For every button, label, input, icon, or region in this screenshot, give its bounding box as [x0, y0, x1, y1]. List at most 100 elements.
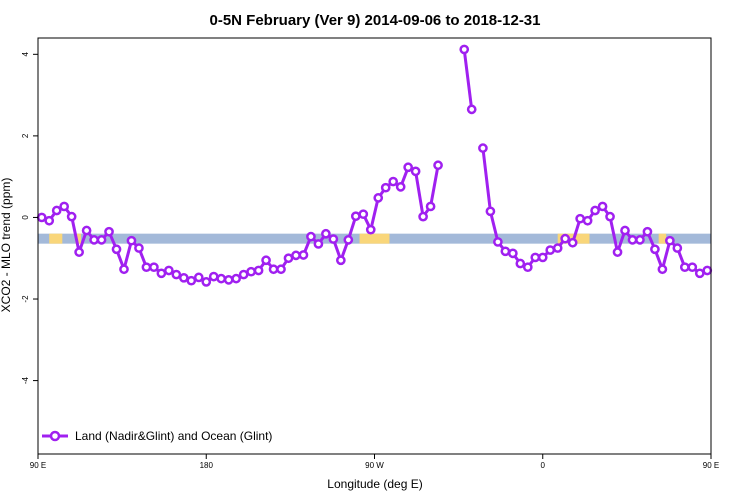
x-tick-label: 0 — [541, 461, 546, 470]
data-point — [466, 104, 477, 115]
data-point — [216, 273, 227, 284]
data-point — [478, 143, 488, 153]
data-point — [156, 268, 167, 279]
data-point — [81, 225, 92, 236]
data-point — [268, 264, 279, 275]
data-point — [567, 237, 578, 248]
y-tick-label: 4 — [21, 52, 30, 57]
data-point — [425, 201, 436, 212]
data-point — [373, 193, 384, 203]
data-point — [96, 235, 107, 245]
surface-type-band — [38, 233, 711, 244]
data-point — [134, 243, 144, 253]
data-point — [582, 215, 593, 226]
series-points-layer — [36, 44, 713, 287]
land-band-segment — [658, 233, 667, 244]
data-point — [306, 231, 316, 242]
data-point — [410, 166, 421, 177]
data-point — [665, 235, 675, 246]
data-point — [672, 243, 683, 253]
data-point — [164, 265, 174, 276]
legend-marker-swatch — [49, 430, 61, 442]
data-point — [545, 245, 556, 255]
data-point — [298, 250, 309, 260]
data-point — [253, 265, 264, 276]
data-point — [276, 264, 286, 275]
data-point — [246, 266, 256, 277]
data-point — [231, 273, 242, 284]
data-point — [575, 213, 585, 224]
data-point — [612, 247, 623, 257]
data-point — [552, 243, 563, 253]
data-point — [171, 269, 182, 280]
legend: Land (Nadir&Glint) and Ocean (Glint) — [42, 429, 272, 443]
data-point — [388, 176, 399, 187]
data-point — [126, 235, 137, 246]
chart-title: 0-5N February (Ver 9) 2014-09-06 to 2018… — [209, 12, 540, 29]
data-point — [59, 201, 70, 212]
data-point — [178, 272, 189, 283]
data-point — [119, 264, 129, 275]
data-point — [418, 211, 428, 222]
data-point — [485, 206, 496, 217]
data-point — [111, 244, 122, 255]
data-point — [350, 211, 361, 222]
data-point — [433, 160, 443, 171]
data-point — [365, 224, 376, 235]
data-point — [89, 235, 99, 245]
data-point — [223, 275, 234, 285]
data-point — [343, 235, 354, 245]
data-point — [493, 237, 503, 247]
x-tick-label: 90 W — [365, 461, 384, 470]
data-point — [44, 215, 55, 226]
data-point — [635, 235, 645, 245]
data-point — [321, 228, 331, 239]
y-axis-label: XCO2 - MLO trend (ppm) — [0, 178, 13, 313]
data-point — [74, 247, 84, 257]
data-point — [627, 235, 638, 245]
data-point — [642, 226, 653, 237]
data-point — [395, 182, 406, 192]
data-point — [141, 262, 152, 273]
data-point — [507, 248, 518, 259]
data-point — [193, 272, 204, 283]
data-point — [403, 162, 413, 173]
data-point — [702, 265, 713, 276]
y-axis-ticks: -4 -2 0 2 4 — [21, 52, 38, 384]
x-tick-label: 90 E — [703, 461, 719, 470]
data-point — [657, 264, 668, 275]
data-point — [261, 255, 271, 266]
data-point — [201, 277, 212, 287]
data-point — [605, 211, 615, 222]
y-tick-label: -4 — [21, 376, 30, 384]
data-point — [208, 271, 219, 282]
x-tick-label: 90 E — [30, 461, 46, 470]
data-point — [336, 255, 346, 266]
data-point — [694, 268, 705, 279]
data-point — [522, 262, 533, 273]
land-band-segment — [75, 233, 81, 244]
data-point — [313, 239, 324, 249]
y-tick-label: 0 — [21, 215, 30, 220]
data-point — [186, 275, 197, 286]
x-axis-label: Longitude (deg E) — [327, 477, 422, 491]
data-point — [459, 44, 470, 55]
data-point — [687, 262, 698, 273]
x-tick-label: 180 — [200, 461, 214, 470]
data-point — [537, 252, 548, 263]
data-point — [560, 233, 571, 244]
data-point — [283, 253, 294, 264]
data-point — [597, 201, 608, 212]
data-point — [500, 246, 511, 257]
y-tick-label: 2 — [21, 133, 30, 138]
data-point — [36, 212, 47, 223]
land-band-segment — [49, 233, 63, 244]
data-point — [358, 209, 369, 220]
data-point — [650, 244, 660, 255]
data-point — [291, 250, 301, 261]
data-point — [66, 211, 77, 222]
data-point — [149, 262, 159, 273]
data-point — [679, 262, 690, 273]
data-point — [104, 226, 114, 237]
data-point — [328, 234, 339, 244]
